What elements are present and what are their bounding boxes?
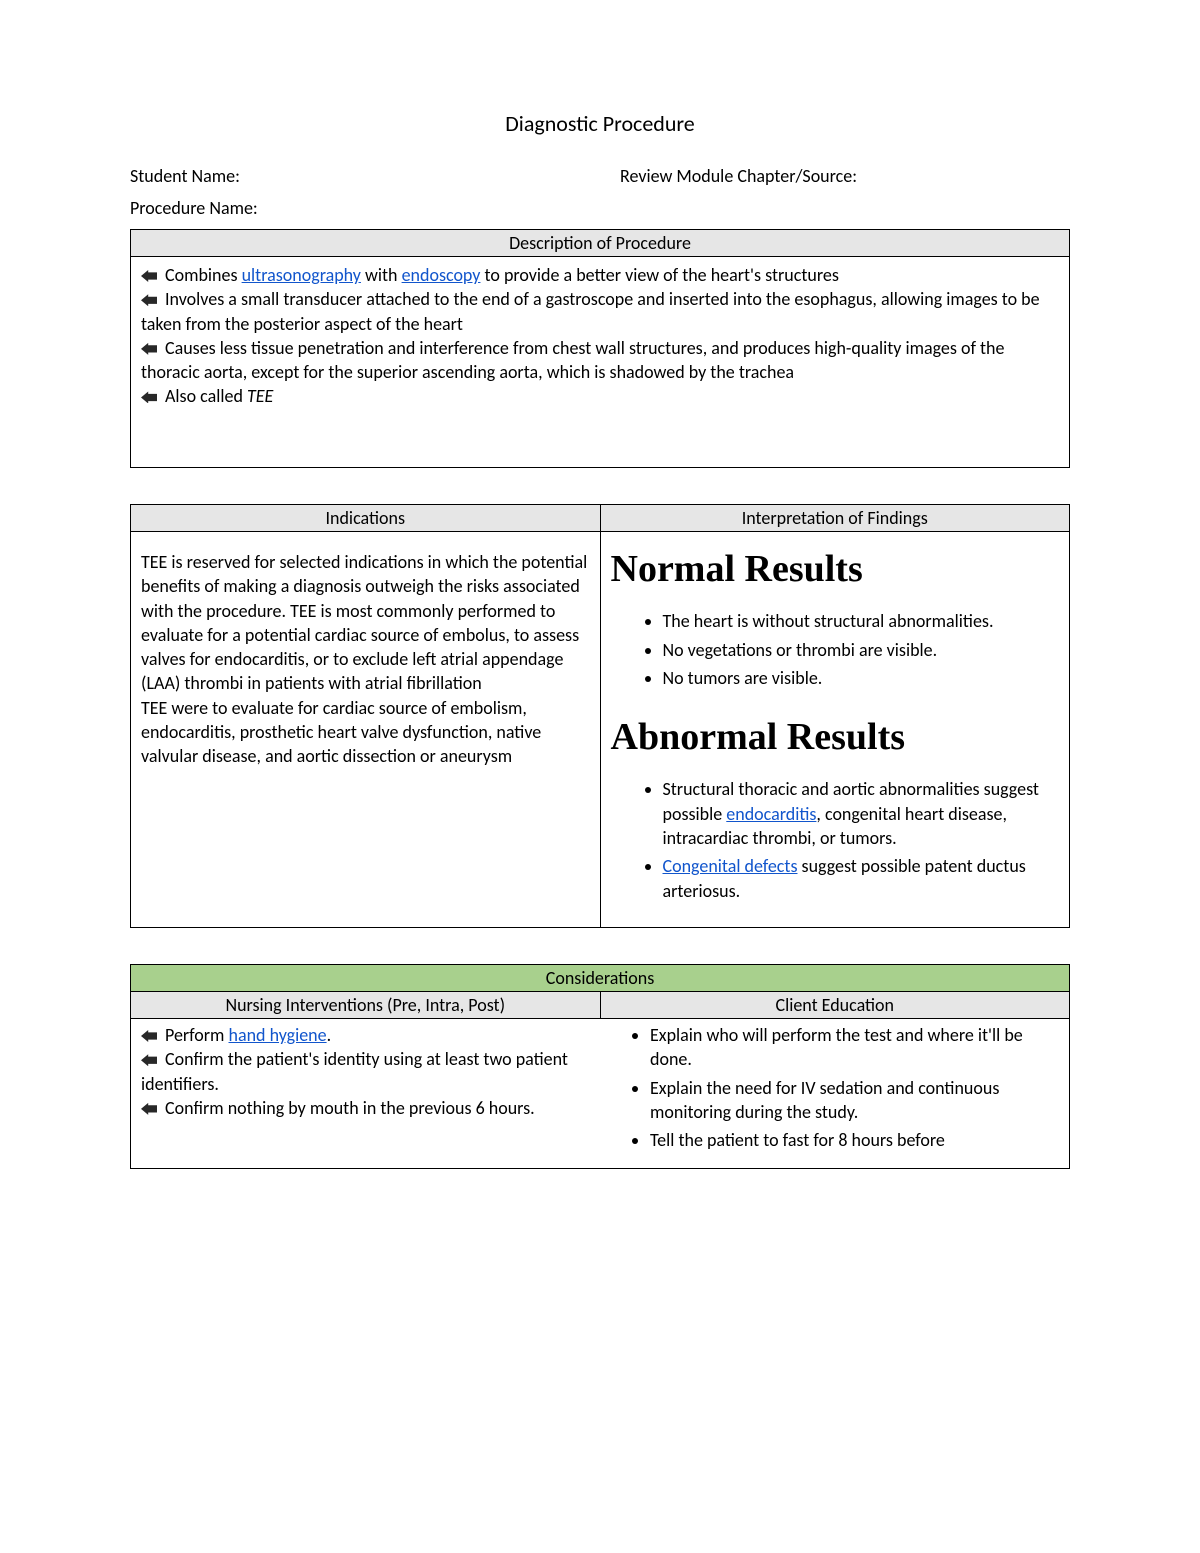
procedure-name-label: Procedure Name:	[130, 197, 1070, 219]
hand-hygiene-link[interactable]: hand hygiene	[229, 1024, 327, 1046]
fields-row: Student Name: Review Module Chapter/Sour…	[130, 165, 1070, 187]
endocarditis-link[interactable]: endocarditis	[726, 803, 816, 825]
indications-column: Indications TEE is reserved for selected…	[130, 504, 601, 928]
indications-p2: TEE were to evaluate for cardiac source …	[141, 696, 590, 769]
considerations-body: Perform hand hygiene. Confirm the patien…	[131, 1019, 1069, 1168]
considerations-subheaders: Nursing Interventions (Pre, Intra, Post)…	[131, 992, 1069, 1019]
indications-p1: TEE is reserved for selected indications…	[141, 550, 590, 696]
hand-bullet-icon	[141, 1024, 165, 1046]
normal-item: The heart is without structural abnormal…	[663, 609, 1060, 633]
document-page: Diagnostic Procedure Student Name: Revie…	[0, 0, 1200, 1553]
nursing-header: Nursing Interventions (Pre, Intra, Post)	[131, 992, 600, 1018]
hand-bullet-icon	[141, 264, 165, 286]
normal-item: No tumors are visible.	[663, 666, 1060, 690]
hand-bullet-icon	[141, 337, 165, 359]
nursing-line-1: Perform hand hygiene.	[141, 1023, 590, 1047]
description-line-2: Involves a small transducer attached to …	[141, 287, 1059, 336]
findings-header: Interpretation of Findings	[601, 505, 1070, 532]
findings-column: Interpretation of Findings Normal Result…	[601, 504, 1071, 928]
description-box: Description of Procedure Combines ultras…	[130, 229, 1070, 468]
indications-header: Indications	[131, 505, 600, 532]
abnormal-item: Structural thoracic and aortic abnormali…	[663, 777, 1060, 850]
abnormal-results-list: Structural thoracic and aortic abnormali…	[611, 777, 1060, 902]
considerations-header: Considerations	[131, 965, 1069, 992]
abnormal-item: Congenital defects suggest possible pate…	[663, 854, 1060, 903]
indications-findings-row: Indications TEE is reserved for selected…	[130, 504, 1070, 928]
hand-bullet-icon	[141, 1048, 165, 1070]
client-item: Explain who will perform the test and wh…	[650, 1023, 1059, 1072]
nursing-line-3: Confirm nothing by mouth in the previous…	[141, 1096, 590, 1120]
page-title: Diagnostic Procedure	[130, 110, 1070, 137]
description-line-4: Also called TEE	[141, 384, 1059, 408]
client-header: Client Education	[600, 992, 1070, 1018]
findings-body: Normal Results The heart is without stru…	[601, 532, 1070, 927]
abnormal-results-title: Abnormal Results	[611, 712, 1060, 763]
client-education-list: Explain who will perform the test and wh…	[610, 1023, 1059, 1152]
ultrasonography-link[interactable]: ultrasonography	[242, 264, 361, 286]
endoscopy-link[interactable]: endoscopy	[402, 264, 481, 286]
review-source-label: Review Module Chapter/Source:	[580, 165, 1070, 187]
nursing-body: Perform hand hygiene. Confirm the patien…	[131, 1019, 600, 1168]
normal-item: No vegetations or thrombi are visible.	[663, 638, 1060, 662]
hand-bullet-icon	[141, 1097, 165, 1119]
indications-body: TEE is reserved for selected indications…	[131, 532, 600, 781]
client-item: Explain the need for IV sedation and con…	[650, 1076, 1059, 1125]
nursing-line-2: Confirm the patient's identity using at …	[141, 1047, 590, 1096]
description-body: Combines ultrasonography with endoscopy …	[131, 257, 1069, 467]
hand-bullet-icon	[141, 288, 165, 310]
normal-results-list: The heart is without structural abnormal…	[611, 609, 1060, 690]
congenital-defects-link[interactable]: Congenital defects	[663, 855, 798, 877]
description-line-3: Causes less tissue penetration and inter…	[141, 336, 1059, 385]
client-item: Tell the patient to fast for 8 hours bef…	[650, 1128, 1059, 1152]
considerations-box: Considerations Nursing Interventions (Pr…	[130, 964, 1070, 1169]
hand-bullet-icon	[141, 385, 165, 407]
client-body: Explain who will perform the test and wh…	[600, 1019, 1069, 1168]
description-header: Description of Procedure	[131, 230, 1069, 257]
student-name-label: Student Name:	[130, 165, 580, 187]
normal-results-title: Normal Results	[611, 544, 1060, 595]
description-line-1: Combines ultrasonography with endoscopy …	[141, 263, 1059, 287]
